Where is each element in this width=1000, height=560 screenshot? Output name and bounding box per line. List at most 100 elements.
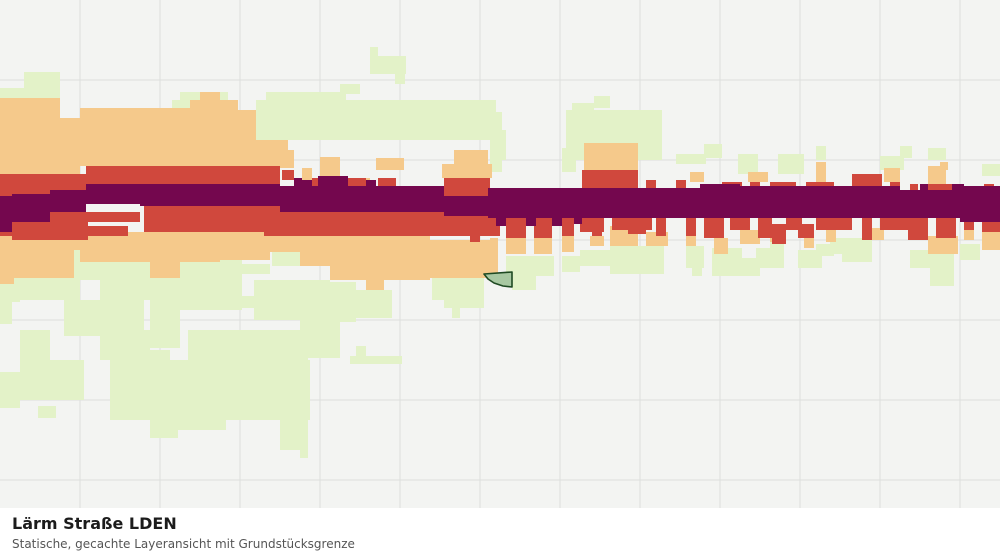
undefined <box>340 290 392 318</box>
undefined <box>526 216 536 226</box>
undefined <box>12 218 88 240</box>
undefined <box>260 168 280 186</box>
undefined <box>562 216 574 236</box>
undefined <box>562 148 576 172</box>
undefined <box>816 146 826 160</box>
undefined <box>376 158 404 170</box>
undefined <box>704 144 722 158</box>
undefined <box>12 286 20 302</box>
undefined <box>748 172 768 182</box>
undefined <box>356 346 366 356</box>
undefined <box>512 276 536 290</box>
undefined <box>188 330 308 400</box>
undefined <box>444 294 484 308</box>
undefined <box>300 312 340 358</box>
undefined <box>88 226 128 236</box>
undefined <box>582 170 638 190</box>
undefined <box>758 216 772 238</box>
undefined <box>928 166 946 186</box>
undefined <box>50 212 140 222</box>
layer-subtitle: Statische, gecachte Layeransicht mit Gru… <box>12 537 355 551</box>
undefined <box>740 230 760 244</box>
undefined <box>592 222 602 236</box>
undefined <box>294 178 302 188</box>
undefined <box>740 258 760 276</box>
undefined <box>910 250 930 268</box>
undefined <box>562 256 580 272</box>
undefined <box>926 184 952 194</box>
undefined <box>170 420 226 430</box>
parcel-boundary[interactable] <box>483 271 513 288</box>
undefined <box>562 236 574 252</box>
undefined <box>395 72 405 84</box>
undefined <box>738 154 758 174</box>
undefined <box>350 356 402 364</box>
undefined <box>862 216 872 240</box>
undefined <box>842 250 872 262</box>
undefined <box>900 190 970 218</box>
undefined <box>646 180 656 190</box>
undefined <box>288 150 294 168</box>
undefined <box>964 216 974 230</box>
undefined <box>816 216 852 230</box>
undefined <box>86 184 280 204</box>
undefined <box>24 72 60 100</box>
undefined <box>964 230 974 240</box>
undefined <box>0 300 12 324</box>
undefined <box>826 230 836 242</box>
undefined <box>772 224 786 244</box>
undefined <box>0 232 14 284</box>
undefined <box>880 156 904 170</box>
map-caption: Lärm Straße LDEN Statische, gecachte Lay… <box>0 508 1000 560</box>
undefined <box>714 238 728 254</box>
undefined <box>140 200 314 206</box>
undefined <box>12 194 50 222</box>
undefined <box>960 244 980 260</box>
undefined <box>870 228 884 240</box>
undefined <box>506 236 526 254</box>
undefined <box>366 180 376 188</box>
undefined <box>302 168 312 180</box>
undefined <box>686 246 704 268</box>
undefined <box>990 186 1000 196</box>
undefined <box>490 238 498 278</box>
undefined <box>594 96 610 108</box>
undefined <box>656 216 666 236</box>
undefined <box>506 256 554 276</box>
undefined <box>778 154 804 174</box>
undefined <box>686 236 696 246</box>
undefined <box>534 216 552 238</box>
undefined <box>444 178 490 198</box>
undefined <box>0 88 24 100</box>
undefined <box>730 186 900 218</box>
undefined <box>816 244 834 256</box>
undefined <box>584 143 638 171</box>
undefined <box>676 180 686 190</box>
undefined <box>208 264 270 274</box>
undefined <box>880 216 910 230</box>
layer-title: Lärm Straße LDEN <box>12 514 177 533</box>
undefined <box>370 56 406 74</box>
noise-map-canvas <box>0 0 1000 508</box>
undefined <box>982 164 1000 176</box>
undefined <box>256 140 288 168</box>
undefined <box>690 172 704 182</box>
undefined <box>612 112 658 132</box>
undefined <box>200 92 220 104</box>
undefined <box>86 166 280 188</box>
undefined <box>280 430 300 450</box>
undefined <box>610 246 664 274</box>
undefined <box>552 216 562 226</box>
undefined <box>20 360 84 400</box>
undefined <box>340 84 360 94</box>
undefined <box>798 224 814 238</box>
undefined <box>908 216 928 240</box>
map-view[interactable] <box>0 0 1000 508</box>
undefined <box>280 186 444 212</box>
undefined <box>676 154 706 164</box>
undefined <box>50 190 86 212</box>
undefined <box>692 264 702 276</box>
undefined <box>172 100 190 110</box>
undefined <box>686 216 696 236</box>
